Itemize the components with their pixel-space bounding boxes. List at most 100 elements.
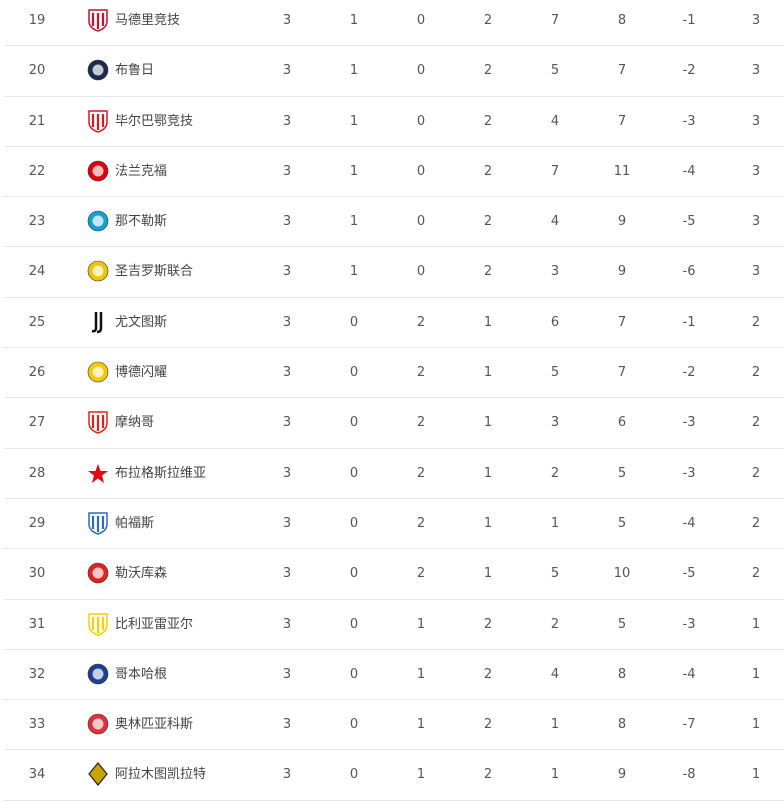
table-row[interactable]: 27 3 0 2 1 3 6 -3 2 摩纳哥 xyxy=(4,398,784,449)
won-cell: 0 xyxy=(349,566,359,582)
table-row[interactable]: 26 3 0 2 1 5 7 -2 2 博德闪耀 xyxy=(4,348,784,399)
table-row[interactable]: 19 3 1 0 2 7 8 -1 3 马德里竞技 xyxy=(4,0,784,47)
team-name[interactable]: 毕尔巴鄂竞技 xyxy=(115,113,194,129)
ga-cell: 11 xyxy=(613,163,631,179)
gd-cell: -3 xyxy=(682,113,696,129)
gf-cell: 7 xyxy=(550,13,560,28)
team-name[interactable]: 勒沃库森 xyxy=(115,566,168,582)
table-row[interactable]: 32 3 0 1 2 4 8 -4 1 哥本哈根 xyxy=(4,650,784,701)
table-row[interactable]: 22 3 1 0 2 7 11 -4 3 法兰克福 xyxy=(4,147,784,198)
lost-cell: 2 xyxy=(483,113,493,129)
played-cell: 3 xyxy=(282,666,292,682)
pts-cell: 1 xyxy=(751,767,761,783)
lost-cell: 1 xyxy=(483,566,493,582)
table-row[interactable]: 30 3 0 2 1 5 10 -5 2 勒沃库森 xyxy=(4,549,784,600)
won-cell: 0 xyxy=(349,767,359,783)
won-cell: 0 xyxy=(349,415,359,431)
team-name[interactable]: 布鲁日 xyxy=(115,63,155,79)
gd-cell: -4 xyxy=(682,515,696,531)
table-row[interactable]: 24 3 1 0 2 3 9 -6 3 圣吉罗斯联合 xyxy=(4,247,784,298)
gf-cell: 4 xyxy=(550,666,560,682)
ga-cell: 9 xyxy=(617,767,627,783)
table-row[interactable]: 28 3 0 2 1 2 5 -3 2 布拉格斯拉维亚 xyxy=(4,449,784,499)
team-name[interactable]: 马德里竞技 xyxy=(115,13,181,28)
gf-cell: 2 xyxy=(550,616,560,632)
bodo-glimt-crest-icon xyxy=(87,361,109,383)
standings-table: 19 3 1 0 2 7 8 -1 3 马德里竞技 20 3 1 0 2 5 7 -2 3 布鲁日 21 3 1 0 2 4 7 -3… xyxy=(4,0,784,801)
drawn-cell: 0 xyxy=(416,264,426,280)
gd-cell: -5 xyxy=(682,566,696,582)
pts-cell: 3 xyxy=(751,113,761,129)
team-name[interactable]: 比利亚雷亚尔 xyxy=(115,616,194,632)
gd-cell: -4 xyxy=(682,666,696,682)
team-name[interactable]: 摩纳哥 xyxy=(115,415,155,431)
gd-cell: -2 xyxy=(682,63,696,79)
table-row[interactable]: 31 3 0 1 2 2 5 -3 1 比利亚雷亚尔 xyxy=(4,600,784,650)
ga-cell: 9 xyxy=(617,214,627,230)
played-cell: 3 xyxy=(282,415,292,431)
lost-cell: 1 xyxy=(483,314,493,330)
team-name[interactable]: 法兰克福 xyxy=(115,163,168,179)
pts-cell: 3 xyxy=(751,163,761,179)
won-cell: 1 xyxy=(349,63,359,79)
team-name[interactable]: 博德闪耀 xyxy=(115,365,168,381)
won-cell: 1 xyxy=(349,214,359,230)
gf-cell: 4 xyxy=(550,214,560,230)
table-row[interactable]: 29 3 0 2 1 1 5 -4 2 帕福斯 xyxy=(4,499,784,550)
played-cell: 3 xyxy=(282,566,292,582)
drawn-cell: 0 xyxy=(416,113,426,129)
ga-cell: 7 xyxy=(617,365,627,381)
rank-cell: 19 xyxy=(28,13,46,28)
slavia-prague-star-icon xyxy=(88,463,108,483)
team-name[interactable]: 帕福斯 xyxy=(115,515,155,531)
table-row[interactable]: 34 3 0 1 2 1 9 -8 1 阿拉木图凯拉特 xyxy=(4,750,784,801)
team-name[interactable]: 阿拉木图凯拉特 xyxy=(115,767,207,783)
drawn-cell: 1 xyxy=(416,666,426,682)
played-cell: 3 xyxy=(282,465,292,481)
ga-cell: 8 xyxy=(617,13,627,28)
table-row[interactable]: 20 3 1 0 2 5 7 -2 3 布鲁日 xyxy=(4,46,784,97)
played-cell: 3 xyxy=(282,767,292,783)
won-cell: 0 xyxy=(349,365,359,381)
played-cell: 3 xyxy=(282,616,292,632)
gf-cell: 4 xyxy=(550,113,560,129)
pts-cell: 2 xyxy=(751,314,761,330)
table-row[interactable]: 33 3 0 1 2 1 8 -7 1 奥林匹亚科斯 xyxy=(4,700,784,751)
won-cell: 1 xyxy=(349,163,359,179)
team-name[interactable]: 哥本哈根 xyxy=(115,666,168,682)
gf-cell: 1 xyxy=(550,717,560,733)
drawn-cell: 2 xyxy=(416,314,426,330)
played-cell: 3 xyxy=(282,113,292,129)
table-row[interactable]: 21 3 1 0 2 4 7 -3 3 毕尔巴鄂竞技 xyxy=(4,97,784,147)
pts-cell: 1 xyxy=(751,717,761,733)
gd-cell: -3 xyxy=(682,415,696,431)
leverkusen-crest-icon xyxy=(87,562,109,584)
team-name[interactable]: 布拉格斯拉维亚 xyxy=(115,465,207,481)
gd-cell: -6 xyxy=(682,264,696,280)
gf-cell: 5 xyxy=(550,63,560,79)
team-name[interactable]: 圣吉罗斯联合 xyxy=(115,264,194,280)
table-row[interactable]: 25 3 0 2 1 6 7 -1 2 尤文图斯 xyxy=(4,298,784,349)
lost-cell: 1 xyxy=(483,465,493,481)
pafos-crest-icon xyxy=(88,512,108,535)
rank-cell: 30 xyxy=(28,566,46,582)
olympiacos-crest-icon xyxy=(87,713,109,735)
won-cell: 1 xyxy=(349,113,359,129)
team-name[interactable]: 奥林匹亚科斯 xyxy=(115,717,194,733)
ga-cell: 10 xyxy=(613,566,631,582)
team-name[interactable]: 尤文图斯 xyxy=(115,314,168,330)
won-cell: 0 xyxy=(349,314,359,330)
team-name[interactable]: 那不勒斯 xyxy=(115,214,168,230)
kairat-almaty-crest-icon xyxy=(88,762,108,787)
ga-cell: 5 xyxy=(617,465,627,481)
copenhagen-crest-icon xyxy=(87,663,109,685)
table-row[interactable]: 23 3 1 0 2 4 9 -5 3 那不勒斯 xyxy=(4,197,784,248)
juventus-crest-icon xyxy=(91,311,103,334)
ga-cell: 5 xyxy=(617,616,627,632)
pts-cell: 2 xyxy=(751,465,761,481)
ga-cell: 8 xyxy=(617,717,627,733)
rank-cell: 23 xyxy=(28,214,46,230)
rank-cell: 26 xyxy=(28,365,46,381)
pts-cell: 1 xyxy=(751,666,761,682)
gd-cell: -5 xyxy=(682,214,696,230)
